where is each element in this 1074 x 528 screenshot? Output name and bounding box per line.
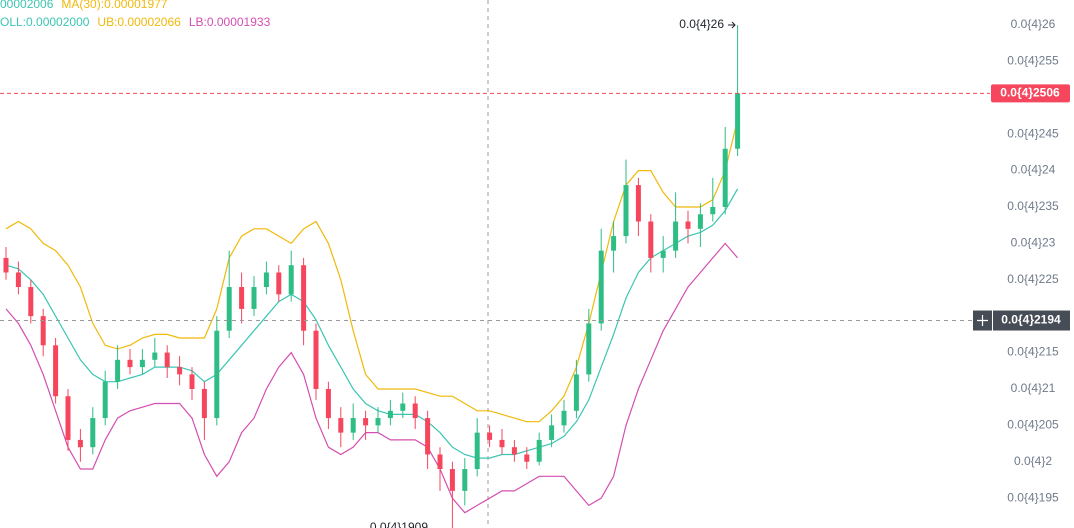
candle-body xyxy=(400,403,406,411)
candle-body xyxy=(28,287,34,317)
candle-body xyxy=(350,418,356,433)
candle-body xyxy=(474,432,480,470)
candle-body xyxy=(301,265,307,331)
y-tick-label: 0.0{4}205 xyxy=(1007,418,1059,432)
candle-body xyxy=(437,454,443,470)
candle-body xyxy=(697,214,703,229)
last-price-box xyxy=(991,84,1070,103)
y-tick-label: 0.0{4}245 xyxy=(1007,126,1059,140)
candle-body xyxy=(65,396,71,440)
band-line xyxy=(5,119,739,423)
candle-body xyxy=(660,250,666,258)
candle-body xyxy=(214,330,220,419)
candle-body xyxy=(177,367,183,375)
candle-body xyxy=(239,287,245,309)
y-tick-label: 0.0{4}255 xyxy=(1007,54,1059,68)
legend-text: MA(30):0.00001977 xyxy=(61,0,167,11)
candle-body xyxy=(115,359,121,382)
candle-body xyxy=(586,323,592,375)
candle-body xyxy=(226,287,232,331)
candle-body xyxy=(685,221,691,229)
candle-body xyxy=(499,439,505,448)
candle-body xyxy=(338,418,344,433)
y-tick-label: 0.0{4}26 xyxy=(1011,17,1056,31)
y-tick-label: 0.0{4}23 xyxy=(1011,236,1056,250)
candle-body xyxy=(53,345,59,397)
candle-body xyxy=(251,287,257,309)
candle-body xyxy=(524,454,530,462)
crosshair-price-label: 0.0{4}2194 xyxy=(1001,313,1061,327)
last-price-label: 0.0{4}2506 xyxy=(1000,86,1060,100)
candle-body xyxy=(152,352,158,360)
crosshair-price-box xyxy=(993,310,1070,331)
candle-body xyxy=(611,236,617,251)
candle-body xyxy=(573,374,579,411)
candle-body xyxy=(90,418,96,448)
candle-body xyxy=(127,359,133,368)
high-arrow xyxy=(728,21,736,29)
candle-body xyxy=(536,439,542,462)
plus-icon xyxy=(977,315,988,327)
candle-body xyxy=(288,265,294,295)
candle-body xyxy=(189,374,195,389)
candle-body xyxy=(77,439,83,448)
y-tick-label: 0.0{4}235 xyxy=(1007,199,1059,213)
axis-panel xyxy=(990,0,1074,528)
candle-body xyxy=(3,257,9,273)
y-tick-label: 0.0{4}24 xyxy=(1011,163,1056,177)
candle-body xyxy=(139,359,145,368)
candle-body xyxy=(15,272,21,288)
high-label: 0.0{4}26 xyxy=(679,17,724,31)
legend-text: UB:0.00002066 xyxy=(97,15,181,29)
candle-body xyxy=(40,316,46,346)
candle-body xyxy=(387,410,393,419)
candle-body xyxy=(102,381,108,419)
candle-body xyxy=(648,221,654,258)
y-tick-label: 0.0{4}21 xyxy=(1011,381,1056,395)
plot-area: 0.0{4}26 0.0{4}1909 00002006 MA(30):0.00001… xyxy=(0,0,990,528)
candle-body xyxy=(722,148,728,207)
candle-body xyxy=(549,425,555,440)
y-tick-label: 0.0{4}195 xyxy=(1007,490,1059,504)
candle-body xyxy=(598,250,604,324)
candle-body xyxy=(325,388,331,419)
candle-body xyxy=(511,447,517,455)
candle-body xyxy=(673,221,679,251)
legend-text: 00002006 xyxy=(0,0,54,11)
legend-text: OLL:0.00002000 xyxy=(0,15,90,29)
low-label: 0.0{4}1909 xyxy=(370,520,428,528)
candle-body xyxy=(487,432,493,440)
candle-body xyxy=(412,403,418,419)
candle-body xyxy=(735,93,741,149)
candle-body xyxy=(449,469,455,491)
candle-body xyxy=(313,330,319,389)
candle-body xyxy=(263,272,269,288)
y-tick-label: 0.0{4}2 xyxy=(1014,454,1052,468)
legend-text: LB:0.00001933 xyxy=(189,15,271,29)
band-line xyxy=(5,188,739,459)
candle-body xyxy=(363,418,369,426)
candle-body xyxy=(375,418,381,426)
band-line xyxy=(5,242,739,514)
candle-body xyxy=(164,352,170,368)
price-axis: 0.0{4}195 0.0{4}2 0.0{4}205 0.0{4}21 0.0{4}2… xyxy=(973,0,1074,528)
candle-body xyxy=(561,410,567,426)
y-tick-label: 0.0{4}215 xyxy=(1007,345,1059,359)
candle-body xyxy=(201,388,207,419)
candle-body xyxy=(710,206,716,215)
candle-body xyxy=(635,185,641,222)
y-tick-label: 0.0{4}225 xyxy=(1007,272,1059,286)
candle-body xyxy=(623,185,629,237)
candle-body xyxy=(462,469,468,491)
candle-body xyxy=(276,272,282,295)
candle-body xyxy=(425,418,431,455)
